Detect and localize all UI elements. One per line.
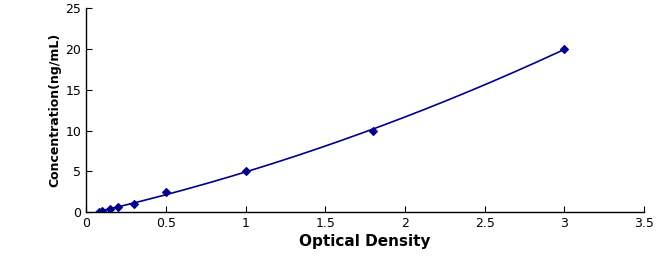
X-axis label: Optical Density: Optical Density xyxy=(299,234,431,249)
Y-axis label: Concentration(ng/mL): Concentration(ng/mL) xyxy=(48,33,61,187)
